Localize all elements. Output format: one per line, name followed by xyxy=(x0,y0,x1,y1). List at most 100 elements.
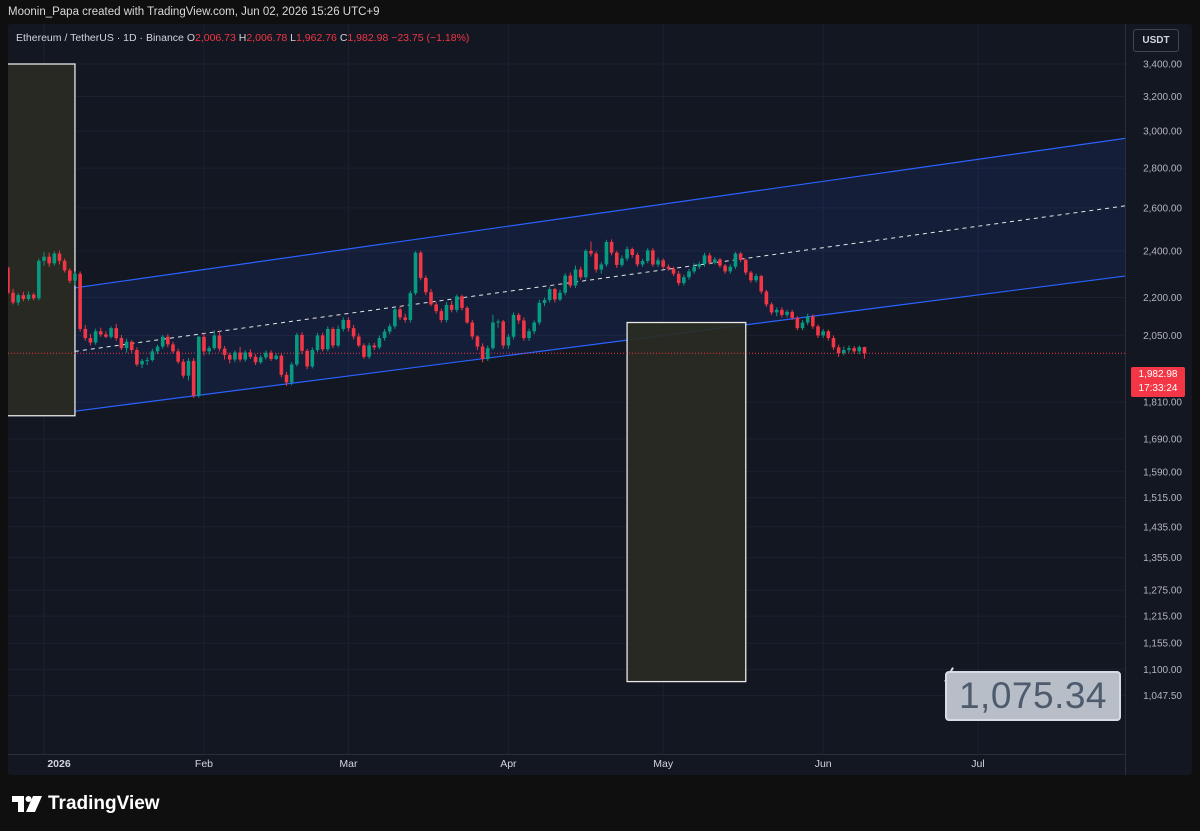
candle-body xyxy=(104,334,108,337)
candle-body xyxy=(284,374,289,383)
candle-body xyxy=(547,289,552,300)
candle-body xyxy=(372,345,377,348)
candle-body xyxy=(836,347,841,353)
candle-body xyxy=(16,295,20,303)
high-value: 2,006.78 xyxy=(246,32,288,44)
channel-upper-line xyxy=(74,137,1126,289)
chart-panel[interactable]: 3,400.00 3,200.00 3,000.00 2,800.00 2,600.00… xyxy=(8,24,1192,775)
candle-body xyxy=(599,264,604,270)
candle-body xyxy=(227,354,232,360)
candle-body xyxy=(759,276,764,292)
x-tick-label: May xyxy=(653,758,674,770)
attribution-bar: Moonin_Papa created with TradingView.com… xyxy=(0,0,1200,24)
candle-body xyxy=(671,268,676,274)
y-tick-label: 3,400.00 xyxy=(1143,60,1182,71)
candle-body xyxy=(155,346,160,352)
candle-body xyxy=(73,273,77,281)
x-tick-label: 2026 xyxy=(47,758,71,770)
candle-body xyxy=(341,319,346,329)
y-tick-label: 2,200.00 xyxy=(1143,293,1182,304)
candle-body xyxy=(140,360,144,365)
y-tick-label: 1,215.00 xyxy=(1143,612,1182,623)
currency-badge[interactable]: USDT xyxy=(1133,29,1179,52)
candle-body xyxy=(764,291,769,305)
candle-body xyxy=(620,258,624,265)
candle-body xyxy=(212,335,217,349)
candle-body xyxy=(676,273,681,284)
candle-body xyxy=(496,321,500,323)
brand-name: TradingView xyxy=(48,793,160,814)
symbol-name[interactable]: Ethereum / TetherUS · 1D · Binance xyxy=(16,32,184,44)
candle-body xyxy=(88,338,93,343)
candle-body xyxy=(811,316,815,327)
symbol-legend: Ethereum / TetherUS · 1D · Binance O2,00… xyxy=(16,32,469,44)
candle-body xyxy=(207,348,211,352)
candle-body xyxy=(460,296,464,308)
candle-body xyxy=(578,269,583,278)
candle-body xyxy=(692,266,696,272)
candle-body xyxy=(295,334,299,365)
candle-body xyxy=(124,341,129,349)
candle-body xyxy=(604,241,609,265)
candle-body xyxy=(821,331,825,336)
x-tick-label: Jul xyxy=(971,758,984,770)
candle-body xyxy=(42,256,46,261)
candle-body xyxy=(795,317,800,329)
candle-body xyxy=(305,350,309,367)
candle-body xyxy=(754,276,758,281)
candle-body xyxy=(532,322,536,332)
candle-body xyxy=(429,292,433,305)
candle-body xyxy=(475,336,480,347)
candle-body xyxy=(645,250,650,262)
y-tick-label: 3,200.00 xyxy=(1143,92,1182,103)
candle-body xyxy=(640,261,645,265)
candle-body xyxy=(382,331,387,339)
x-tick-label: Feb xyxy=(195,758,213,770)
candle-body xyxy=(135,350,139,365)
y-tick-label: 2,400.00 xyxy=(1143,246,1182,257)
candle-body xyxy=(222,348,227,355)
candle-body xyxy=(553,289,557,300)
candle-body xyxy=(398,309,402,318)
candle-body xyxy=(785,311,789,315)
candle-body xyxy=(728,266,733,272)
candlestick-chart[interactable]: 3,400.00 3,200.00 3,000.00 2,800.00 2,600.00… xyxy=(8,24,1192,775)
candle-body xyxy=(465,307,469,323)
candle-body xyxy=(444,304,449,320)
candle-body xyxy=(522,320,526,339)
open-value: 2,006.73 xyxy=(194,32,236,44)
candle-body xyxy=(68,270,72,281)
y-tick-label: 1,275.00 xyxy=(1143,586,1182,597)
candle-body xyxy=(21,295,26,300)
candle-body xyxy=(191,360,196,396)
y-tick-label: 3,000.00 xyxy=(1143,127,1182,138)
candle-body xyxy=(408,293,413,320)
candle-body xyxy=(362,345,366,357)
candle-body xyxy=(718,259,722,266)
tradingview-logo: TradingView xyxy=(12,790,160,818)
candle-body xyxy=(501,321,506,346)
candle-body xyxy=(57,253,62,261)
candle-body xyxy=(800,322,805,329)
candle-body xyxy=(769,304,774,313)
candle-body xyxy=(166,336,170,345)
candle-body xyxy=(197,336,201,396)
low-label: L xyxy=(290,32,297,44)
candle-body xyxy=(594,253,598,270)
candle-body xyxy=(516,314,521,321)
candle-body xyxy=(238,352,242,360)
candle-body xyxy=(847,348,851,351)
candle-body xyxy=(26,294,31,300)
candle-body xyxy=(109,328,113,337)
candle-body xyxy=(181,361,186,376)
candle-body xyxy=(78,273,82,329)
candle-body xyxy=(682,277,686,284)
y-tick-label: 1,690.00 xyxy=(1143,435,1182,446)
candle-body xyxy=(697,263,702,267)
candle-body xyxy=(707,255,712,263)
candle-body xyxy=(160,336,165,347)
candle-body xyxy=(449,304,454,310)
channel-fill xyxy=(74,138,1126,412)
attribution-text: Moonin_Papa created with TradingView.com… xyxy=(8,6,380,18)
candle-body xyxy=(780,309,784,315)
